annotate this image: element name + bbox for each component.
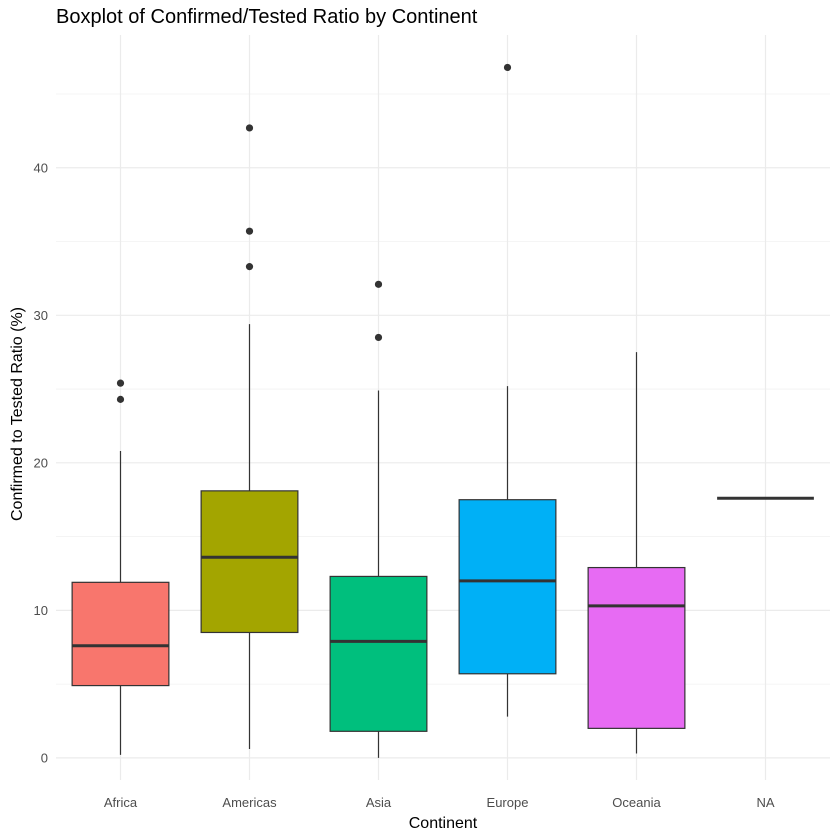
outlier-point — [374, 280, 383, 288]
box — [458, 499, 557, 675]
box — [587, 566, 686, 729]
y-tick-label: 20 — [34, 455, 48, 470]
x-axis-ticks: Africa Americas Asia Europe Oceania NA — [104, 795, 775, 810]
outlier-point — [245, 227, 254, 235]
box-americas — [200, 124, 299, 750]
boxes — [71, 63, 814, 758]
x-tick-label: Europe — [487, 795, 529, 810]
box-europe — [458, 63, 557, 717]
x-tick-label: Asia — [366, 795, 392, 810]
y-tick-label: 0 — [41, 750, 48, 765]
box — [200, 490, 299, 634]
box-oceania — [587, 352, 686, 754]
outlier-point — [245, 124, 254, 132]
y-axis-title: Confirmed to Tested Ratio (%) — [9, 307, 26, 521]
outlier-point — [503, 63, 512, 72]
y-tick-label: 30 — [34, 308, 48, 323]
x-tick-label: Oceania — [612, 795, 661, 810]
grid — [56, 35, 830, 780]
outlier-point — [245, 263, 254, 271]
box — [329, 575, 428, 732]
outlier-point — [116, 395, 125, 403]
box — [71, 581, 170, 687]
y-tick-label: 40 — [34, 160, 48, 175]
outlier-point — [374, 333, 383, 342]
chart-title: Boxplot of Confirmed/Tested Ratio by Con… — [56, 6, 478, 28]
x-axis-title: Continent — [409, 815, 478, 832]
box-africa — [71, 379, 170, 755]
y-axis-ticks: 0 10 20 30 40 — [34, 160, 48, 765]
outlier-point — [116, 379, 125, 387]
box-asia — [329, 280, 428, 758]
x-tick-label: NA — [756, 795, 774, 810]
x-tick-label: Africa — [104, 795, 138, 810]
x-tick-label: Americas — [222, 795, 277, 810]
y-tick-label: 10 — [34, 603, 48, 618]
